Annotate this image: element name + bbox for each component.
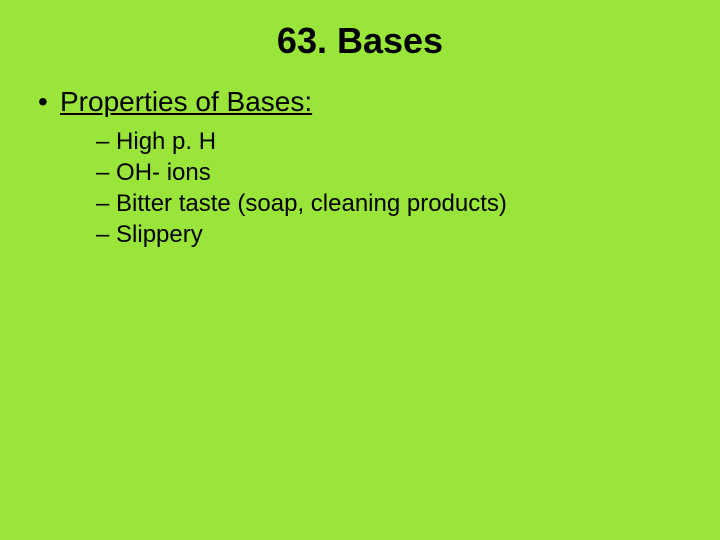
sub-bullet-marker: – (96, 159, 109, 186)
slide: 63. Bases • Properties of Bases: – High … (0, 0, 720, 540)
sub-bullet-marker: – (96, 221, 109, 248)
sub-bullet-marker: – (96, 190, 109, 217)
list-item: – Bitter taste (soap, cleaning products) (96, 190, 720, 218)
bullet-marker: • (38, 86, 60, 118)
bullet-text: Properties of Bases: (60, 86, 312, 118)
sub-bullet-text: Bitter taste (soap, cleaning products) (116, 190, 507, 217)
bullet-level-1: • Properties of Bases: (38, 86, 720, 118)
sub-bullet-marker: – (96, 128, 109, 155)
sub-bullet-text: Slippery (116, 221, 203, 248)
slide-content: • Properties of Bases: – High p. H – OH-… (0, 62, 720, 249)
sub-bullet-list: – High p. H – OH- ions – Bitter taste (s… (38, 126, 720, 249)
slide-title: 63. Bases (0, 0, 720, 62)
sub-bullet-text: OH- ions (116, 159, 211, 186)
list-item: – High p. H (96, 128, 720, 156)
sub-bullet-text: High p. H (116, 128, 216, 155)
list-item: – OH- ions (96, 159, 720, 187)
list-item: – Slippery (96, 221, 720, 249)
